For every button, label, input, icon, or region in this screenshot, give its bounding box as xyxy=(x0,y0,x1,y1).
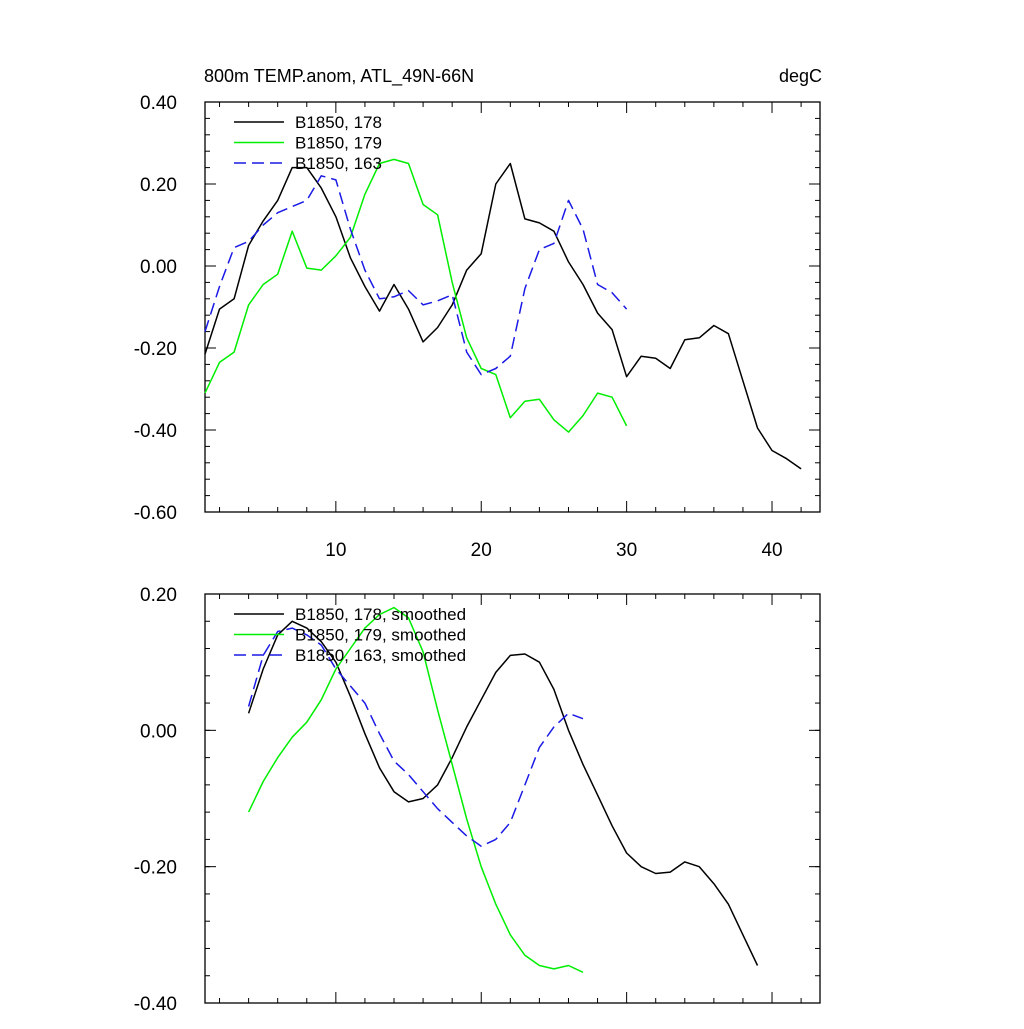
x-tick-label: 20 xyxy=(471,540,492,561)
y-tick-label: -0.40 xyxy=(134,421,177,442)
bottom-panel: 0.20 0.00 -0.20 -0.40 B1850, 178, smoothed B1… xyxy=(134,585,821,1015)
x-tick-label: 40 xyxy=(761,540,782,561)
top-panel: 10 20 30 40 0.40 0.20 0.00 -0.20 -0.40 -0.60 B1850… xyxy=(134,93,821,561)
x-tick-label: 30 xyxy=(616,540,637,561)
legend-label: B1850, 179 xyxy=(295,134,382,153)
legend-label: B1850, 163, smoothed xyxy=(295,646,466,665)
plot-frame xyxy=(204,101,821,513)
series-line-2 xyxy=(247,606,584,973)
y-tick-label: 0.40 xyxy=(140,93,177,114)
y-tick-label: -0.20 xyxy=(134,339,177,360)
series-line-1 xyxy=(247,620,759,966)
legend-label: B1850, 163 xyxy=(295,154,382,173)
y-tick-label: -0.60 xyxy=(134,503,177,524)
legend-label: B1850, 179, smoothed xyxy=(295,626,466,645)
y-tick-label: -0.40 xyxy=(134,994,177,1015)
series-line-2 xyxy=(204,158,628,433)
y-tick-label: 0.00 xyxy=(140,257,177,278)
series-line-3 xyxy=(247,627,584,847)
y-tick-label: -0.20 xyxy=(134,858,177,879)
y-tick-label: 0.20 xyxy=(140,175,177,196)
y-tick-label: 0.20 xyxy=(140,585,177,606)
legend-label: B1850, 178, smoothed xyxy=(295,605,466,624)
y-tick-label: 0.00 xyxy=(140,721,177,742)
x-tick-label: 10 xyxy=(325,540,346,561)
series-line-1 xyxy=(204,162,802,470)
chart-title: 800m TEMP.anom, ATL_49N-66N xyxy=(204,66,474,87)
plot-frame xyxy=(204,593,821,1004)
series-line-3 xyxy=(204,175,628,376)
chart-units: degC xyxy=(779,66,822,86)
legend-label: B1850, 178 xyxy=(295,113,382,132)
